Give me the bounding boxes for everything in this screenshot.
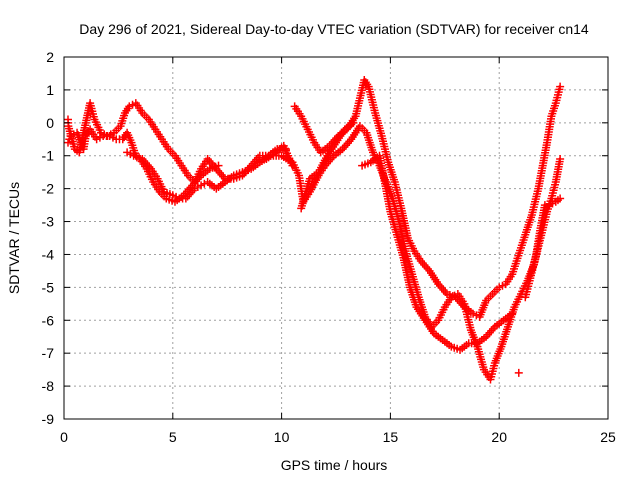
x-tick-label: 20 — [491, 429, 507, 445]
data-marks — [64, 76, 565, 384]
chart-title: Day 296 of 2021, Sidereal Day-to-day VTE… — [79, 21, 589, 37]
y-tick-label: -4 — [42, 246, 55, 262]
y-tick-label: -3 — [42, 214, 55, 230]
x-tick-label: 15 — [383, 429, 399, 445]
y-tick-label: -1 — [42, 148, 55, 164]
y-tick-label: 1 — [46, 82, 54, 98]
series-3 — [123, 118, 565, 377]
y-tick-label: -6 — [42, 312, 55, 328]
x-tick-label: 10 — [274, 429, 290, 445]
x-tick-label: 0 — [60, 429, 68, 445]
data-point — [556, 155, 565, 164]
y-tick-label: -5 — [42, 279, 55, 295]
y-tick-label: -8 — [42, 378, 55, 394]
data-point — [556, 194, 565, 203]
y-tick-label: -7 — [42, 345, 55, 361]
data-point — [214, 161, 223, 170]
x-axis-label: GPS time / hours — [281, 457, 388, 473]
axis-ticks — [63, 56, 609, 420]
x-tick-label: 5 — [169, 429, 177, 445]
y-axis-label: SDTVAR / TECUs — [6, 182, 22, 294]
series-2 — [64, 76, 565, 321]
data-point — [508, 309, 517, 318]
data-point — [349, 118, 358, 127]
data-point — [556, 82, 565, 91]
data-point — [288, 161, 297, 170]
plot-border — [63, 56, 609, 420]
y-tick-label: -9 — [42, 411, 55, 427]
y-tick-label: 2 — [46, 49, 54, 65]
grid-lines — [64, 57, 608, 419]
x-tick-label: 25 — [600, 429, 616, 445]
y-tick-label: 0 — [46, 115, 54, 131]
data-point — [514, 368, 523, 377]
y-tick-label: -2 — [42, 181, 55, 197]
